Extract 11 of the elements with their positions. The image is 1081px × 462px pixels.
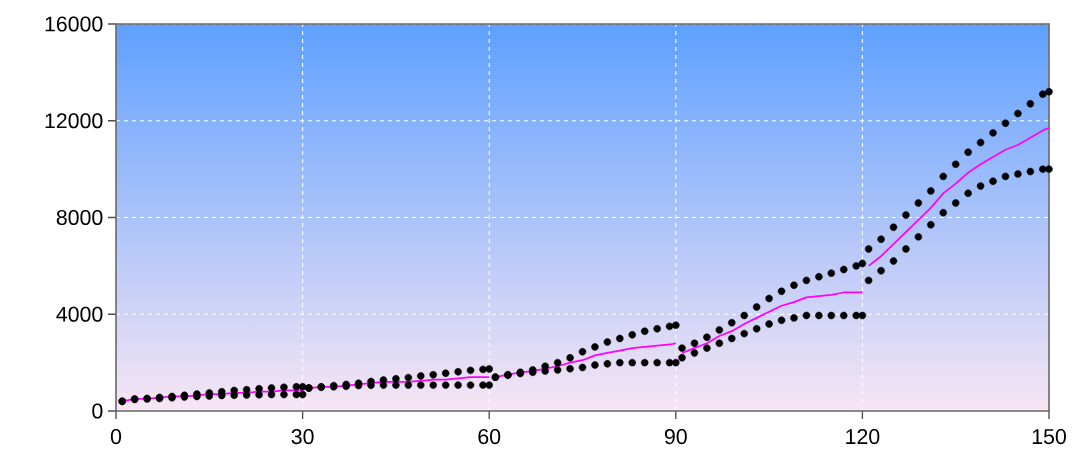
- x-tick-label: 150: [1032, 429, 1066, 445]
- y-tick-label: 8000: [56, 209, 103, 226]
- x-tick-label: 90: [664, 429, 687, 445]
- x-tick-label: 60: [478, 429, 501, 445]
- y-tick-label: 16000: [45, 16, 103, 32]
- y-tick-label: 12000: [45, 113, 103, 129]
- x-tick-label: 30: [291, 429, 314, 445]
- x-tick-label: 0: [110, 429, 122, 445]
- y-tick-label: 0: [92, 403, 103, 419]
- y-tick-label: 4000: [56, 306, 103, 322]
- x-tick-label: 120: [846, 429, 880, 445]
